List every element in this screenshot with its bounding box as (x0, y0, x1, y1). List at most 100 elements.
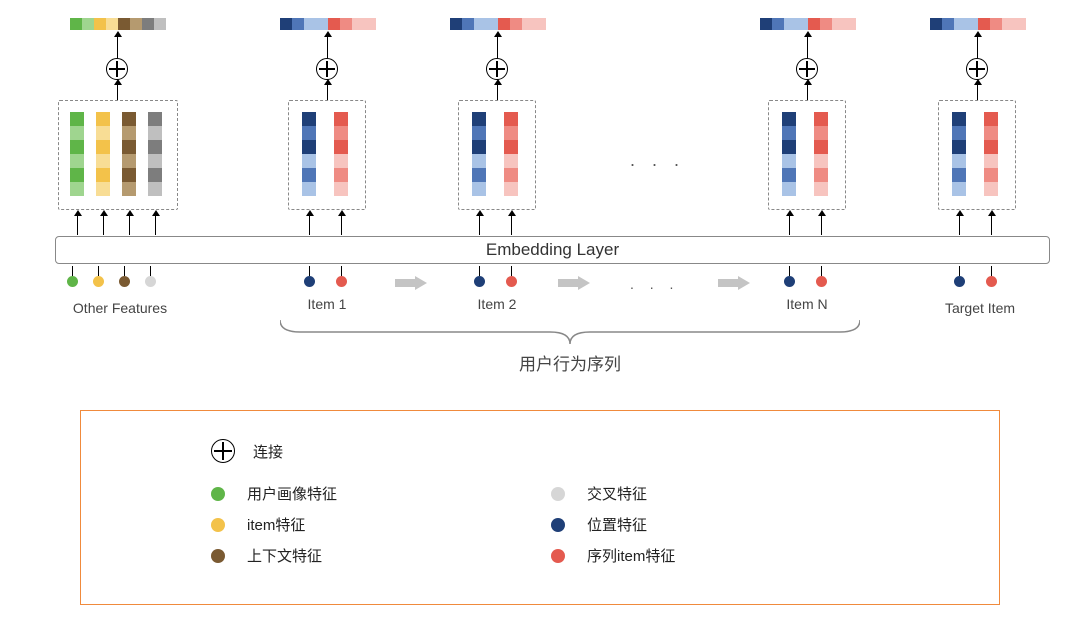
input-dot-brown (119, 276, 130, 287)
input-dot-red (506, 276, 517, 287)
legend-row: 上下文特征 (211, 545, 551, 566)
vbar-yellow (96, 112, 110, 196)
arrow-up (959, 215, 960, 235)
arrow-up (479, 215, 480, 235)
stem (98, 266, 99, 276)
vbar-green (70, 112, 84, 196)
arrow-up (789, 215, 790, 235)
output-bar-target (930, 18, 1026, 30)
label-item1: Item 1 (297, 296, 357, 312)
label-user-sequence: 用户行为序列 (500, 350, 640, 375)
input-dot-blue (784, 276, 795, 287)
concat-symbol (316, 58, 338, 80)
input-dot-red (336, 276, 347, 287)
arrow-up (155, 215, 156, 235)
arrow-up (117, 36, 118, 58)
arrow-up (991, 215, 992, 235)
legend-row: 序列item特征 (551, 545, 675, 566)
vbar-gray (148, 112, 162, 196)
legend-dot-gray (551, 487, 565, 501)
dashbox-target (938, 100, 1016, 210)
legend-text: 序列item特征 (587, 545, 675, 566)
arrow-up (511, 215, 512, 235)
output-bar-item2 (450, 18, 546, 30)
vbar-red (814, 112, 828, 196)
stem (789, 266, 790, 276)
input-dot-red (816, 276, 827, 287)
label-other-features: Other Features (55, 300, 185, 316)
arrow-up (309, 215, 310, 235)
arrow-up (977, 84, 978, 100)
arrow-up (821, 215, 822, 235)
stem (479, 266, 480, 276)
input-dot-yellow (93, 276, 104, 287)
right-arrow-icon (718, 276, 750, 290)
ellipsis: . . . (630, 150, 685, 171)
stem (150, 266, 151, 276)
input-dot-blue (954, 276, 965, 287)
legend-text: 用户画像特征 (247, 483, 337, 504)
input-dot-blue (304, 276, 315, 287)
embedding-layer-box: Embedding Layer (55, 236, 1050, 264)
vbar-blue (302, 112, 316, 196)
legend-text: 交叉特征 (587, 483, 647, 504)
arrow-up (129, 215, 130, 235)
output-bar-item1 (280, 18, 376, 30)
embedding-layer-label: Embedding Layer (486, 240, 619, 260)
stem (309, 266, 310, 276)
legend-dot-red (551, 549, 565, 563)
arrow-up (341, 215, 342, 235)
stem (991, 266, 992, 276)
input-dot-green (67, 276, 78, 287)
vbar-blue (782, 112, 796, 196)
input-dot-gray (145, 276, 156, 287)
concat-symbol (106, 58, 128, 80)
stem (72, 266, 73, 276)
arrow-up (497, 36, 498, 58)
arrow-up (327, 84, 328, 100)
vbar-brown (122, 112, 136, 196)
vbar-blue (952, 112, 966, 196)
vbar-blue (472, 112, 486, 196)
legend-row-concat: 连接 (211, 439, 969, 463)
legend-row: 用户画像特征 (211, 483, 551, 504)
label-itemN: Item N (777, 296, 837, 312)
legend-row: 交叉特征 (551, 483, 675, 504)
arrow-up (977, 36, 978, 58)
vbar-red (334, 112, 348, 196)
arrow-up (117, 84, 118, 100)
legend-row: 位置特征 (551, 514, 675, 535)
output-bar-itemN (760, 18, 856, 30)
concat-icon (211, 439, 235, 463)
label-item2: Item 2 (467, 296, 527, 312)
legend-text-concat: 连接 (253, 441, 283, 462)
input-dot-blue (474, 276, 485, 287)
input-dot-red (986, 276, 997, 287)
stem (511, 266, 512, 276)
brace-icon (280, 320, 860, 350)
arrow-up (807, 84, 808, 100)
legend-box: 连接 用户画像特征 item特征 上下文特征 交叉特征 位置特 (80, 410, 1000, 605)
vbar-red (504, 112, 518, 196)
stem (821, 266, 822, 276)
concat-symbol (966, 58, 988, 80)
legend-text: 上下文特征 (247, 545, 322, 566)
output-bar-other (70, 18, 166, 30)
dashbox-item1 (288, 100, 366, 210)
stem (124, 266, 125, 276)
stem (341, 266, 342, 276)
legend-dot-brown (211, 549, 225, 563)
arrow-up (103, 215, 104, 235)
dashbox-item2 (458, 100, 536, 210)
arrow-up (77, 215, 78, 235)
dashbox-itemN (768, 100, 846, 210)
label-target-item: Target Item (930, 300, 1030, 316)
right-arrow-icon (558, 276, 590, 290)
concat-symbol (486, 58, 508, 80)
concat-symbol (796, 58, 818, 80)
legend-dot-green (211, 487, 225, 501)
legend-dot-blue (551, 518, 565, 532)
architecture-diagram: . . . Embedding Layer Other Features (0, 0, 1080, 400)
legend-text: item特征 (247, 514, 305, 535)
arrow-up (807, 36, 808, 58)
